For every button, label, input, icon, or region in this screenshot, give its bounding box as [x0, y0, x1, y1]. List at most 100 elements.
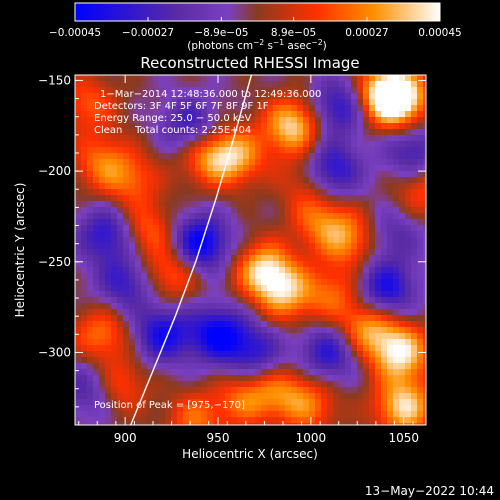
heatmap-cell — [285, 159, 292, 166]
heatmap-cell — [381, 105, 388, 112]
heatmap-cell — [279, 147, 286, 154]
heatmap-cell — [183, 195, 190, 202]
heatmap-cell — [135, 351, 142, 358]
heatmap-cell — [195, 123, 202, 130]
heatmap-cell — [213, 321, 220, 328]
heatmap-cell — [171, 237, 178, 244]
heatmap-cell — [81, 213, 88, 220]
heatmap-cell — [417, 261, 424, 268]
heatmap-cell — [123, 321, 130, 328]
heatmap-cell — [303, 399, 310, 406]
heatmap-cell — [339, 327, 346, 334]
heatmap-cell — [81, 375, 88, 382]
heatmap-cell — [123, 129, 130, 136]
heatmap-cell — [123, 201, 130, 208]
heatmap-cell — [399, 291, 406, 298]
heatmap-cell — [417, 123, 424, 130]
heatmap-cell — [333, 393, 340, 400]
heatmap-cell — [147, 153, 154, 160]
heatmap-cell — [219, 75, 226, 82]
heatmap-cell — [411, 327, 418, 334]
heatmap-cell — [207, 153, 214, 160]
heatmap-cell — [147, 369, 154, 376]
heatmap-cell — [201, 315, 208, 322]
heatmap-cell — [171, 153, 178, 160]
heatmap-cell — [423, 171, 426, 178]
heatmap-cell — [411, 171, 418, 178]
heatmap-cell — [243, 357, 250, 364]
heatmap-cell — [291, 219, 298, 226]
heatmap-cell — [381, 231, 388, 238]
heatmap-cell — [117, 243, 124, 250]
heatmap-cell — [129, 261, 136, 268]
heatmap-cell — [207, 183, 214, 190]
heatmap-cell — [111, 171, 118, 178]
heatmap-cell — [105, 309, 112, 316]
heatmap-cell — [117, 357, 124, 364]
heatmap-cell — [423, 315, 426, 322]
heatmap-cell — [393, 411, 400, 418]
heatmap-cell — [147, 129, 154, 136]
heatmap-cell — [243, 273, 250, 280]
heatmap-cell — [231, 309, 238, 316]
heatmap-cell — [231, 189, 238, 196]
heatmap-cell — [207, 399, 214, 406]
heatmap-cell — [267, 219, 274, 226]
heatmap-cell — [129, 123, 136, 130]
heatmap-cell — [315, 207, 322, 214]
heatmap-cell — [213, 399, 220, 406]
heatmap-cell — [99, 417, 106, 424]
heatmap-cell — [219, 153, 226, 160]
heatmap-cell — [87, 405, 94, 412]
heatmap-cell — [183, 315, 190, 322]
heatmap-cell — [87, 201, 94, 208]
heatmap-cell — [375, 177, 382, 184]
heatmap-cell — [159, 111, 166, 118]
heatmap-cell — [87, 183, 94, 190]
heatmap-cell — [201, 81, 208, 88]
heatmap-cell — [411, 183, 418, 190]
heatmap-cell — [75, 225, 82, 232]
heatmap-cell — [243, 87, 250, 94]
heatmap-cell — [279, 219, 286, 226]
heatmap-cell — [75, 195, 82, 202]
heatmap-cell — [333, 135, 340, 142]
heatmap-cell — [123, 141, 130, 148]
heatmap-cell — [231, 279, 238, 286]
heatmap-cell — [243, 387, 250, 394]
heatmap-cell — [411, 345, 418, 352]
heatmap-cell — [219, 351, 226, 358]
heatmap-cell — [405, 315, 412, 322]
heatmap-cell — [87, 363, 94, 370]
heatmap-cell — [255, 177, 262, 184]
heatmap-cell — [363, 339, 370, 346]
heatmap-cell — [87, 129, 94, 136]
heatmap-cell — [159, 195, 166, 202]
heatmap-cell — [303, 393, 310, 400]
heatmap-cell — [177, 327, 184, 334]
heatmap-cell — [345, 129, 352, 136]
heatmap-cell — [111, 357, 118, 364]
heatmap-cell — [153, 357, 160, 364]
heatmap-cell — [171, 411, 178, 418]
heatmap-cell — [195, 393, 202, 400]
colorbar-ticks: −0.00045 −0.00027 −8.9e−05 8.9e−05 0.00027 0.… — [49, 17, 462, 39]
heatmap-cell — [87, 369, 94, 376]
heatmap-cell — [117, 321, 124, 328]
heatmap-cell — [375, 153, 382, 160]
heatmap-cell — [393, 291, 400, 298]
heatmap-cell — [351, 171, 358, 178]
heatmap-cell — [411, 357, 418, 364]
heatmap-cell — [303, 159, 310, 166]
heatmap-cell — [225, 297, 232, 304]
heatmap-cell — [243, 267, 250, 274]
heatmap-cell — [273, 75, 280, 82]
heatmap-cell — [123, 345, 130, 352]
heatmap-cell — [279, 225, 286, 232]
heatmap-cell — [303, 237, 310, 244]
heatmap-cell — [141, 105, 148, 112]
heatmap-cell — [225, 345, 232, 352]
heatmap-cell — [81, 111, 88, 118]
heatmap-cell — [93, 399, 100, 406]
heatmap-cell — [327, 273, 334, 280]
